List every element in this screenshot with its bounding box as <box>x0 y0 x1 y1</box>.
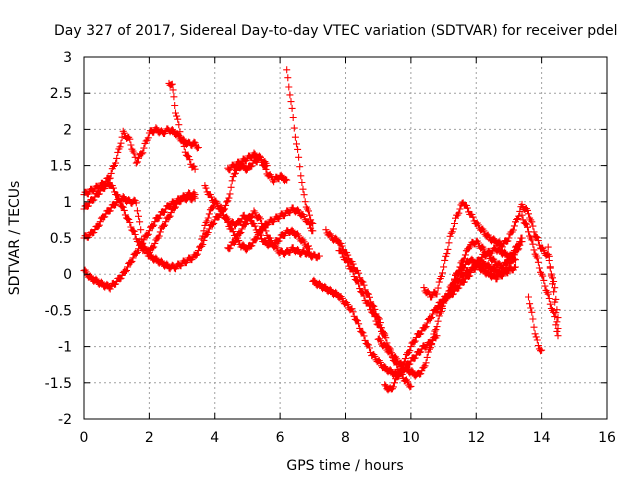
series-sat-g-markers <box>201 182 313 253</box>
y-tick-label: 2.5 <box>50 86 72 102</box>
y-tick-label: -2 <box>58 412 72 428</box>
x-tick-label: 12 <box>467 430 485 446</box>
x-tick-label: 16 <box>598 430 616 446</box>
series-sat-m-markers <box>335 247 389 340</box>
axis-ticks: 0 2 4 6 8 10 12 14 16 -2 -1.5 -1 -0.5 0 0.5 1 1.5 2 2.5 3 <box>45 50 616 446</box>
series-sat-i-markers <box>224 149 271 174</box>
series-sat-e-markers <box>165 79 199 173</box>
chart-title: Day 327 of 2017, Sidereal Day-to-day VTE… <box>54 23 618 39</box>
x-tick-label: 2 <box>145 430 154 446</box>
series-sat-u-markers <box>544 243 562 332</box>
y-tick-label: 3 <box>63 50 72 66</box>
y-tick-label: 0.5 <box>50 231 72 247</box>
y-tick-label: 2 <box>63 122 72 138</box>
y-tick-label: 1 <box>63 195 72 211</box>
y-axis-title: SDTVAR / TECUs <box>7 181 23 296</box>
y-tick-label: 0 <box>63 267 72 283</box>
series-sat-h-markers <box>224 207 323 262</box>
x-axis-title: GPS time / hours <box>286 458 403 474</box>
y-tick-label: -0.5 <box>45 303 72 319</box>
x-tick-label: 14 <box>533 430 551 446</box>
x-tick-label: 6 <box>276 430 285 446</box>
series-sat-r-markers <box>446 244 519 299</box>
series-sat-j-markers <box>283 66 317 227</box>
x-tick-label: 8 <box>341 430 350 446</box>
y-tick-label: 1.5 <box>50 159 72 175</box>
data-points <box>80 66 562 394</box>
x-tick-label: 10 <box>402 430 420 446</box>
y-tick-label: -1.5 <box>45 376 72 392</box>
series-sat-p-markers <box>420 199 562 322</box>
series-sat-t-markers <box>525 293 546 355</box>
x-tick-label: 4 <box>210 430 219 446</box>
series-sat-k-markers <box>309 276 441 381</box>
series-sat-s-markers <box>518 211 562 340</box>
y-tick-label: -1 <box>58 340 72 356</box>
x-tick-label: 0 <box>80 430 89 446</box>
